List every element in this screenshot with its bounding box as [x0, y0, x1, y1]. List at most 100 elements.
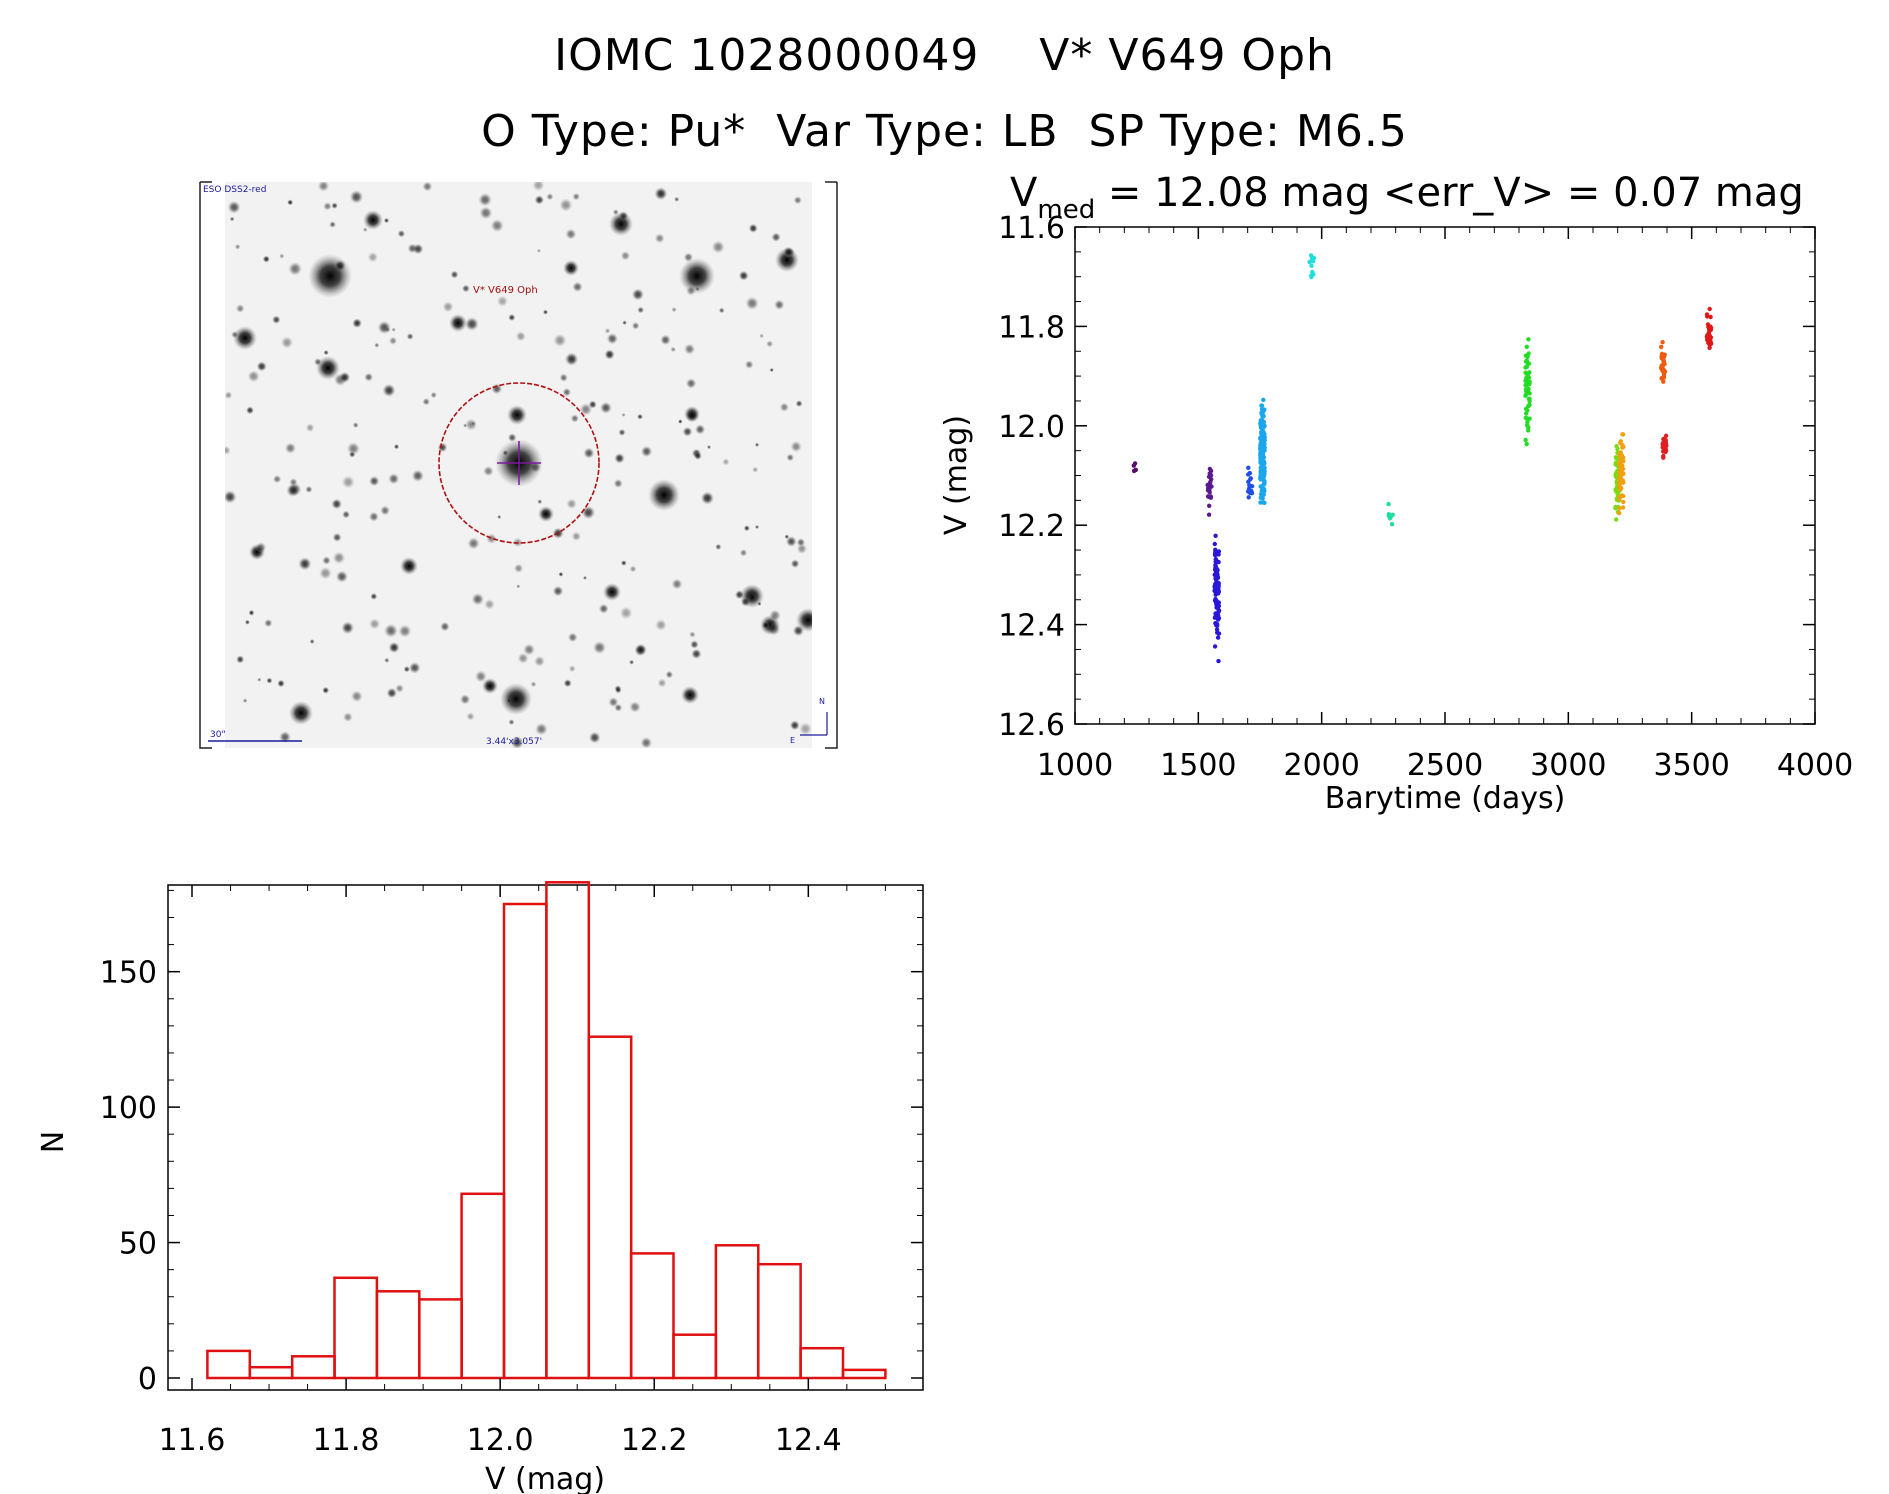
star	[474, 670, 487, 683]
star	[640, 445, 653, 458]
star	[406, 333, 414, 340]
star	[363, 210, 383, 230]
hist-ylabel: N	[36, 1131, 71, 1153]
lc-point	[1527, 391, 1532, 396]
star	[592, 641, 607, 655]
star	[507, 405, 527, 425]
star	[689, 631, 696, 638]
lc-point	[1207, 471, 1212, 476]
star	[298, 557, 312, 571]
lc-point	[1389, 522, 1395, 527]
star	[722, 458, 730, 466]
lc-point	[1659, 344, 1664, 350]
hist-bar	[799, 1346, 845, 1380]
lc-xtick-label: 4000	[1777, 748, 1853, 783]
lc-point	[1526, 428, 1531, 433]
star	[671, 306, 677, 313]
hist-bar	[545, 881, 591, 1380]
lc-point	[1618, 485, 1624, 491]
star	[508, 313, 516, 322]
lc-point	[1617, 440, 1623, 445]
star	[329, 221, 336, 228]
star	[272, 474, 282, 484]
star	[695, 286, 700, 292]
lc-point	[1527, 381, 1532, 387]
star	[225, 445, 231, 455]
lc-point	[1311, 255, 1317, 261]
lc-point	[1613, 504, 1618, 510]
star	[515, 331, 526, 342]
star	[691, 648, 702, 660]
star	[565, 228, 577, 240]
star	[767, 622, 781, 636]
lc-point	[1259, 442, 1264, 448]
star	[491, 383, 503, 395]
star	[368, 618, 381, 630]
lc-point	[1213, 559, 1218, 564]
star	[558, 571, 564, 577]
star	[621, 412, 626, 417]
star	[459, 694, 471, 705]
star	[412, 243, 424, 255]
lc-point	[1208, 479, 1213, 485]
east-label: E	[790, 736, 795, 745]
lc-point	[1614, 517, 1619, 522]
lc-point	[1207, 487, 1212, 492]
star	[599, 401, 612, 414]
star	[288, 261, 303, 276]
star	[506, 698, 512, 703]
lc-point	[1523, 365, 1528, 370]
hist-ytick-label: 150	[100, 956, 157, 991]
star	[536, 248, 542, 253]
lc-point	[1207, 503, 1212, 508]
lc-point	[1618, 454, 1623, 459]
star	[388, 473, 400, 485]
star	[229, 216, 235, 222]
star	[795, 400, 803, 408]
lc-point	[1705, 322, 1711, 327]
star	[608, 697, 619, 708]
lc-point	[1660, 445, 1665, 450]
star	[622, 320, 627, 326]
lc-point	[1246, 479, 1251, 484]
lc-point	[1259, 421, 1264, 426]
lc-point	[1663, 433, 1669, 438]
star	[490, 219, 504, 233]
star	[442, 301, 454, 313]
lc-point	[1262, 461, 1267, 466]
star	[747, 593, 758, 603]
lc-point	[1621, 499, 1626, 505]
hist-ytick-label: 50	[119, 1227, 157, 1262]
star	[246, 406, 254, 415]
lc-point	[1214, 627, 1220, 632]
lc-point	[1215, 575, 1220, 580]
lc-point	[1621, 458, 1626, 464]
star	[305, 485, 313, 493]
star	[563, 260, 579, 276]
lc-point	[1259, 456, 1264, 461]
hist-xtick-label: 11.8	[313, 1423, 380, 1458]
lc-point	[1308, 253, 1314, 258]
star	[508, 719, 515, 726]
lc-point	[1261, 474, 1266, 479]
lc-point	[1523, 383, 1528, 388]
star	[790, 440, 802, 453]
lc-xtick-label: 3000	[1530, 748, 1606, 783]
star	[483, 465, 494, 477]
star	[395, 684, 404, 693]
star	[517, 652, 529, 664]
lc-point	[1527, 416, 1532, 421]
star	[615, 687, 622, 694]
lc-point	[1309, 263, 1314, 268]
star	[349, 451, 356, 458]
star	[744, 360, 754, 369]
hist-bar	[672, 1333, 718, 1380]
star	[323, 350, 329, 356]
star	[583, 447, 595, 459]
hist-axes: 11.6 11.8 12.0 12.2 12.4 0 50 100 150	[100, 885, 923, 1458]
star	[255, 542, 267, 553]
lc-point	[1704, 312, 1710, 317]
star	[738, 270, 749, 281]
lc-point	[1205, 482, 1210, 488]
star	[681, 686, 699, 704]
